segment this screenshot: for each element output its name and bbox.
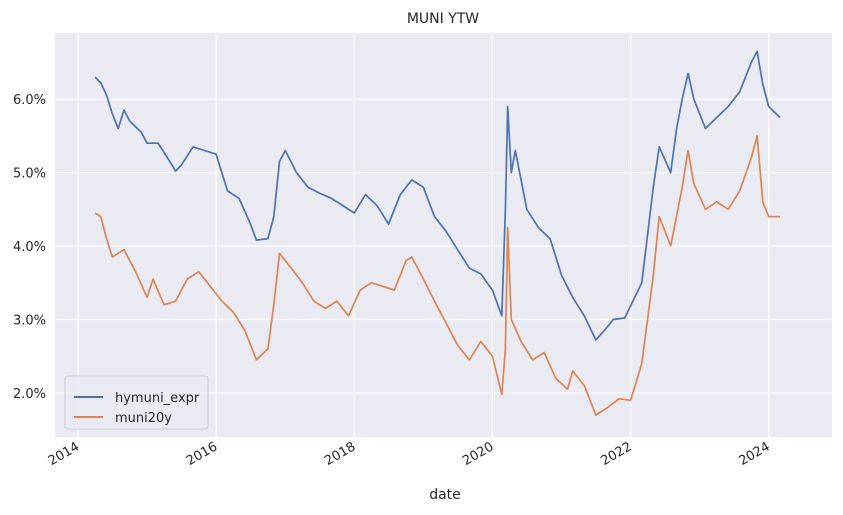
plot-background (55, 33, 832, 437)
y-tick-label: 3.0% (13, 313, 46, 328)
series-line-hymuni-expr (94, 50, 781, 341)
x-tick-label: 2020 (460, 439, 496, 469)
y-tick-label: 6.0% (13, 93, 46, 108)
legend-box (64, 375, 209, 430)
legend-label-hymuni-expr: hymuni_expr (115, 391, 200, 406)
x-tick-label: 2014 (46, 439, 82, 469)
x-axis-label: date (429, 487, 461, 503)
grid-lines (55, 33, 832, 437)
legend: hymuni_expr muni20y (64, 375, 209, 430)
x-tick-label: 2024 (736, 439, 772, 469)
y-tick-labels: 2.0% 3.0% 4.0% 5.0% 6.0% (13, 93, 46, 402)
x-tick-labels: 2014 2016 2018 2020 2022 2024 (46, 439, 773, 469)
x-tick-label: 2022 (598, 439, 634, 469)
y-tick-label: 4.0% (13, 240, 46, 255)
chart-title: MUNI YTW (407, 11, 479, 27)
series-lines (94, 50, 781, 416)
y-tick-label: 2.0% (13, 387, 46, 402)
x-tick-label: 2018 (322, 439, 358, 469)
legend-label-muni20y: muni20y (115, 411, 172, 426)
series-line-muni20y (94, 134, 780, 416)
y-tick-label: 5.0% (13, 167, 46, 182)
x-tick-label: 2016 (184, 439, 220, 469)
